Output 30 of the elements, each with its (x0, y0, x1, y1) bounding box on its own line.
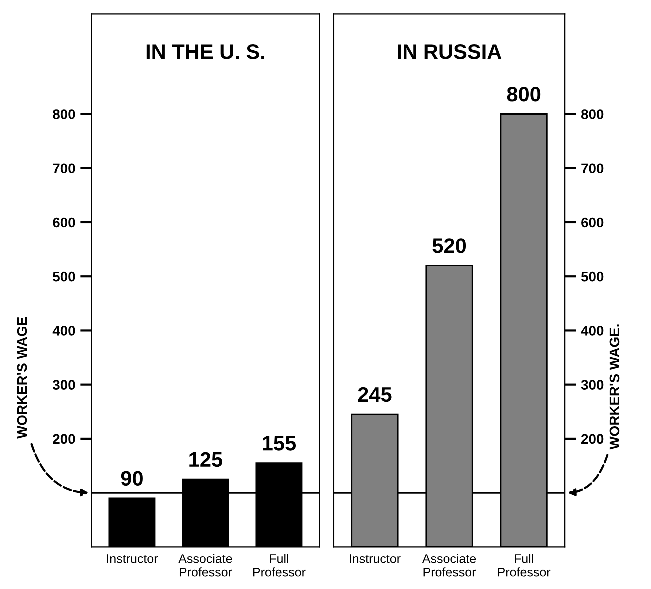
y-tick-label: 400 (581, 326, 604, 336)
ref-line-label: WORKER'S WAGE (17, 317, 28, 439)
y-tick-label: 300 (52, 380, 76, 390)
y-tick-label: 500 (581, 272, 604, 282)
y-tick-label: 500 (53, 272, 76, 282)
y-tick-label: 400 (52, 326, 76, 336)
x-tick-label: Associate Professor (422, 554, 476, 577)
text: IN RUSSIA (398, 44, 502, 60)
x-tick-label: Full Professor (253, 554, 306, 577)
y-tick-label: 600 (582, 218, 604, 228)
data-label: 520 (432, 238, 466, 254)
data-label: 155 (263, 436, 296, 451)
y-tick-label: 800 (53, 110, 76, 120)
y-tick-label: 700 (53, 164, 76, 174)
y-tick-label: 200 (582, 434, 604, 444)
y-tick-label: 600 (53, 218, 76, 228)
ref-line-label: WORKER'S WAGE. (610, 324, 620, 450)
x-tick-label: Full Professor (498, 554, 551, 577)
y-tick-label: 700 (582, 164, 604, 174)
y-tick-label: 800 (581, 110, 604, 120)
y-tick-label: 300 (581, 380, 604, 390)
data-label: 125 (190, 452, 223, 468)
x-tick-label: Associate Professor (178, 554, 232, 577)
data-label: 800 (507, 87, 541, 102)
text: IN THE U. S. (146, 44, 264, 60)
data-label: 245 (358, 387, 392, 402)
data-label: 90 (121, 471, 143, 486)
x-tick-label: Instructor (107, 554, 158, 564)
y-tick-label: 200 (53, 434, 76, 444)
x-tick-label: Instructor (350, 554, 401, 564)
